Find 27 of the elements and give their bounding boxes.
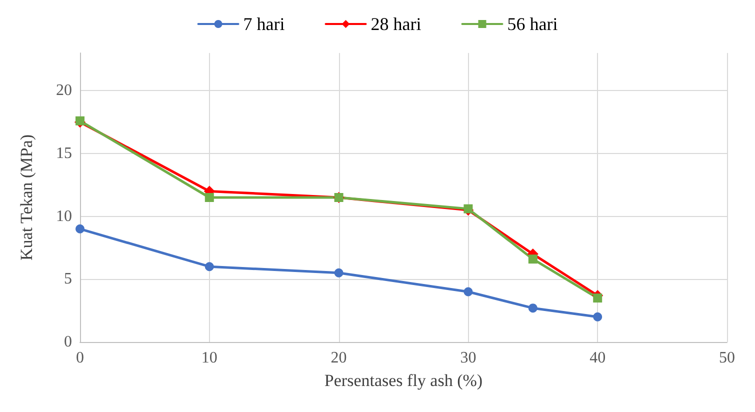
x-axis-title: Persentases fly ash (%) bbox=[324, 371, 483, 390]
point bbox=[76, 224, 84, 234]
x-tick-label: 50 bbox=[719, 350, 735, 366]
x-tick-label: 10 bbox=[201, 350, 218, 366]
y-tick-label: 20 bbox=[56, 82, 72, 100]
point bbox=[593, 312, 602, 322]
x-tick-label: 20 bbox=[330, 350, 347, 366]
y-tick-label: 15 bbox=[56, 145, 72, 162]
y-axis-title: Kuat Tekan (MPa) bbox=[17, 134, 36, 260]
y-tick-label: 0 bbox=[64, 334, 72, 350]
point bbox=[204, 262, 214, 272]
x-tick-label: 0 bbox=[76, 350, 84, 366]
point bbox=[204, 193, 214, 202]
point bbox=[528, 254, 538, 264]
x-tick-label: 40 bbox=[590, 350, 606, 366]
point bbox=[464, 287, 473, 296]
point bbox=[464, 204, 473, 214]
legend-label: 7 hari bbox=[243, 14, 285, 34]
y-tick-label: 10 bbox=[56, 208, 72, 225]
point bbox=[76, 116, 84, 126]
point bbox=[593, 294, 602, 303]
x-tick-label: 30 bbox=[460, 350, 476, 366]
legend-label: 28 hari bbox=[370, 14, 422, 34]
y-tick-label: 5 bbox=[64, 270, 72, 288]
point bbox=[334, 268, 344, 278]
legend-label: 56 hari bbox=[507, 14, 558, 34]
point bbox=[528, 304, 538, 313]
